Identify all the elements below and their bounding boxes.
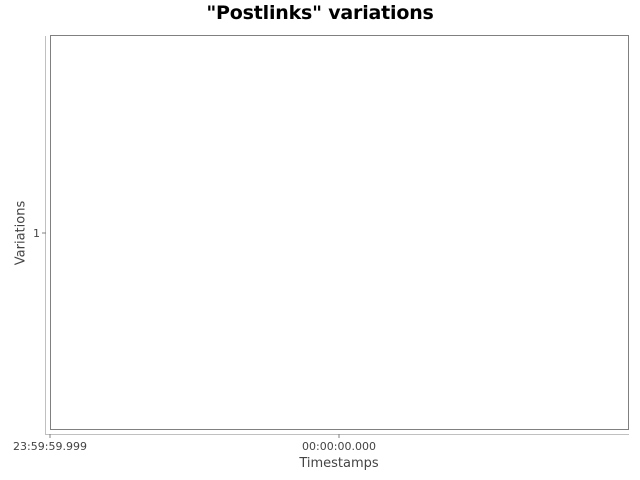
- chart-title: "Postlinks" variations: [206, 2, 434, 24]
- y-tick-label: 1: [33, 227, 40, 240]
- x-tick-label: 00:00:00.000: [302, 440, 376, 453]
- y-ticks: 1: [33, 227, 46, 240]
- x-axis-label: Timestamps: [299, 456, 379, 471]
- plot-frame: [50, 35, 629, 430]
- x-ticks: 23:59:59.999 00:00:00.000: [13, 434, 376, 453]
- x-tick-label: 23:59:59.999: [13, 440, 87, 453]
- y-axis-label: Variations: [13, 200, 29, 266]
